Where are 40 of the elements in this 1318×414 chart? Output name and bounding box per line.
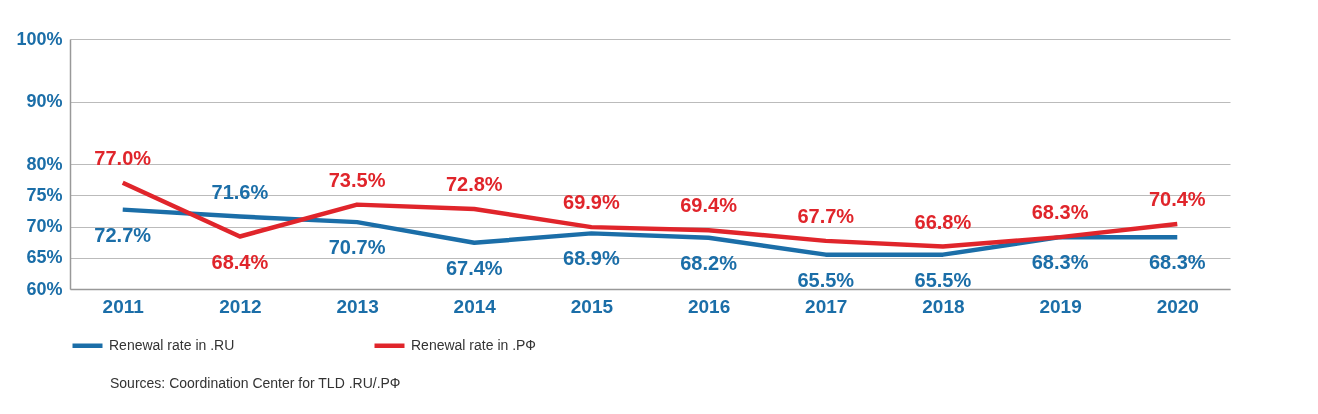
- y-tick-label: 70%: [26, 216, 63, 236]
- x-tick-label: 2011: [102, 295, 145, 317]
- data-label: 70.4%: [1148, 188, 1206, 210]
- x-tick-label: 2017: [805, 295, 848, 317]
- data-label: 70.7%: [328, 236, 386, 259]
- y-tick-label: 60%: [26, 278, 63, 299]
- x-tick-label: 2012: [219, 295, 262, 317]
- data-label: 77.0%: [94, 146, 152, 169]
- y-tick-label: 90%: [26, 91, 63, 111]
- data-label: 68.3%: [1148, 251, 1206, 274]
- data-label: 69.9%: [563, 191, 620, 214]
- y-tick-label: 65%: [26, 247, 63, 268]
- source-note: Sources: Coordination Center for TLD .RU/.РФ: [110, 375, 401, 391]
- x-tick-label: 2018: [922, 295, 965, 317]
- x-tick-label: 2013: [336, 295, 379, 317]
- data-label: 68.4%: [211, 250, 269, 273]
- data-label: 68.2%: [680, 251, 738, 274]
- x-tick-label: 2016: [687, 295, 731, 317]
- data-label: 67.4%: [445, 256, 503, 279]
- data-label: 68.3%: [1031, 201, 1089, 224]
- y-tick-label: 75%: [26, 184, 63, 205]
- data-label: 73.5%: [328, 168, 386, 191]
- data-label: 65.5%: [797, 268, 855, 291]
- y-tick-label: 100%: [16, 28, 63, 49]
- data-label: 69.4%: [680, 194, 738, 217]
- x-tick-label: 2019: [1039, 295, 1082, 317]
- x-tick-label: 2015: [570, 295, 614, 317]
- y-tick-label: 80%: [26, 153, 63, 174]
- legend-label: Renewal rate in .RU: [109, 336, 235, 353]
- data-label: 72.8%: [445, 173, 503, 195]
- x-tick-label: 2014: [453, 295, 497, 317]
- data-label: 71.6%: [211, 180, 269, 203]
- data-label: 68.9%: [563, 247, 620, 270]
- data-label: 66.8%: [914, 210, 972, 233]
- data-label: 72.7%: [94, 223, 152, 246]
- x-tick-label: 2020: [1156, 295, 1199, 317]
- data-label: 65.5%: [914, 268, 972, 291]
- data-label: 67.7%: [797, 204, 855, 227]
- legend-label: Renewal rate in .РФ: [411, 336, 536, 353]
- data-label: 68.3%: [1031, 251, 1089, 274]
